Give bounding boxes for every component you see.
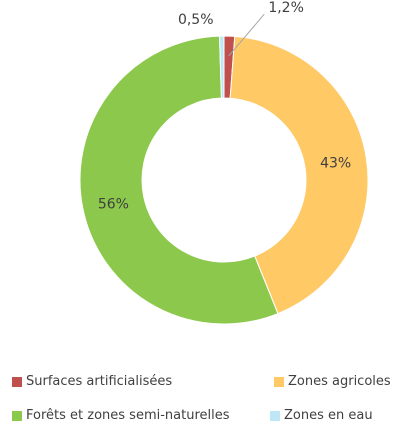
data-label-forets-et-zones-semi-naturelles: 56%	[98, 196, 129, 212]
donut-slices	[79, 35, 369, 325]
donut-slice-forets-et-zones-semi-naturelles	[79, 35, 279, 325]
leader-line-surfaces-artificialisees	[228, 13, 265, 57]
donut-slice-zones-agricoles	[229, 35, 369, 315]
data-labels: 1,2% 43% 56% 0,5%	[98, 0, 351, 212]
data-label-surfaces-artificialisees: 1,2%	[268, 0, 304, 16]
data-label-zones-agricoles: 43%	[320, 156, 351, 172]
data-label-zones-en-eau: 0,5%	[178, 12, 214, 28]
donut-slice-zones-en-eau	[218, 35, 225, 99]
